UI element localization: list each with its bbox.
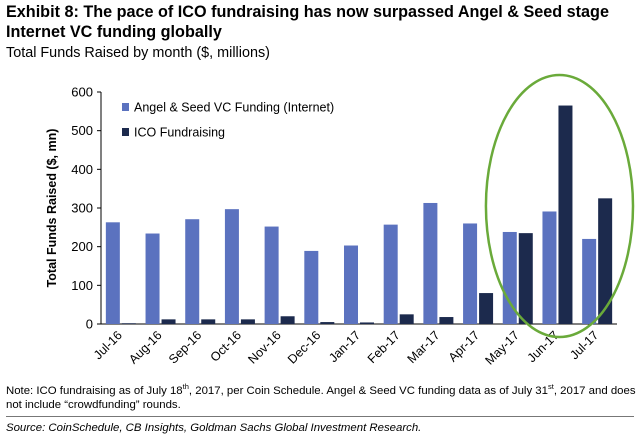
- x-tick-label: Jan-17: [326, 328, 363, 365]
- divider-line: [6, 416, 634, 417]
- bar-ico: [479, 293, 494, 324]
- note-text-2: , 2017, per Coin Schedule. Angel & Seed …: [188, 385, 548, 397]
- bar-angel-seed: [463, 223, 478, 324]
- bar-angel-seed: [105, 222, 120, 324]
- bar-angel-seed: [185, 219, 200, 324]
- bar-angel-seed: [145, 233, 160, 324]
- y-tick-label: 200: [71, 239, 93, 254]
- y-tick-label: 600: [71, 85, 93, 100]
- bar-angel-seed: [344, 245, 358, 324]
- bar-ico: [399, 314, 414, 324]
- x-tick-label: Apr-17: [446, 328, 482, 364]
- y-tick-label: 400: [71, 162, 93, 177]
- x-tick-label: Sep-16: [166, 328, 204, 366]
- legend-swatch: [122, 128, 129, 136]
- bar-angel-seed: [582, 238, 597, 324]
- bar-ico: [240, 319, 255, 324]
- y-tick-label: 500: [71, 123, 93, 138]
- chart-note: Note: ICO fundraising as of July 18th, 2…: [6, 382, 636, 412]
- note-text-3: , 2017 and does not include “crowdfundin…: [6, 385, 636, 411]
- bar-ico: [121, 323, 136, 324]
- bar-angel-seed: [224, 209, 239, 324]
- legend-swatch: [122, 103, 129, 111]
- legend-label: ICO Fundraising: [134, 126, 225, 140]
- y-tick-label: 300: [71, 201, 93, 216]
- x-tick-label: Oct-16: [208, 328, 244, 364]
- x-tick-label: Jul-17: [567, 328, 601, 362]
- bar-ico: [201, 319, 216, 324]
- y-tick-label: 0: [86, 317, 93, 332]
- bar-angel-seed: [423, 202, 438, 324]
- bar-angel-seed: [542, 211, 557, 324]
- note-sup-2: st: [547, 382, 554, 392]
- exhibit-title: Exhibit 8: The pace of ICO fundraising h…: [6, 3, 609, 41]
- note-text-1: Note: ICO fundraising as of July 18: [6, 385, 183, 397]
- bar-angel-seed: [502, 231, 517, 324]
- y-tick-label: 100: [71, 278, 93, 293]
- x-tick-label: May-17: [483, 328, 522, 367]
- x-tick-label: Nov-16: [245, 328, 283, 366]
- bar-ico: [439, 317, 454, 324]
- bar-angel-seed: [264, 226, 279, 324]
- bar-ico: [518, 233, 533, 324]
- chart-subtitle: Total Funds Raised by month ($, millions…: [6, 45, 270, 61]
- note-sup-1: th: [182, 382, 189, 392]
- x-tick-label: Feb-17: [365, 328, 403, 366]
- bar-chart: 0 100 200 300 400 500 600 Jul-16 Aug-16 Sep-16 Oct…: [45, 73, 635, 368]
- source-line: Source: CoinSchedule, CB Insights, Goldm…: [6, 422, 422, 434]
- bar-ico: [558, 105, 573, 325]
- bar-ico: [320, 322, 335, 324]
- x-tick-label: Jul-16: [91, 328, 125, 362]
- bar-angel-seed: [383, 224, 398, 324]
- bar-ico: [161, 319, 176, 324]
- y-axis-title: Total Funds Raised ($, mn): [45, 129, 59, 288]
- bar-angel-seed: [304, 250, 319, 324]
- x-tick-label: Mar-17: [405, 328, 443, 366]
- highlight-ellipse: [484, 73, 635, 339]
- legend-label: Angel & Seed VC Funding (Internet): [134, 101, 334, 115]
- bar-ico: [280, 316, 295, 324]
- x-tick-label: Aug-16: [126, 328, 164, 366]
- bar-ico: [598, 198, 613, 324]
- x-tick-label: Dec-16: [285, 328, 323, 366]
- bar-ico: [360, 322, 374, 324]
